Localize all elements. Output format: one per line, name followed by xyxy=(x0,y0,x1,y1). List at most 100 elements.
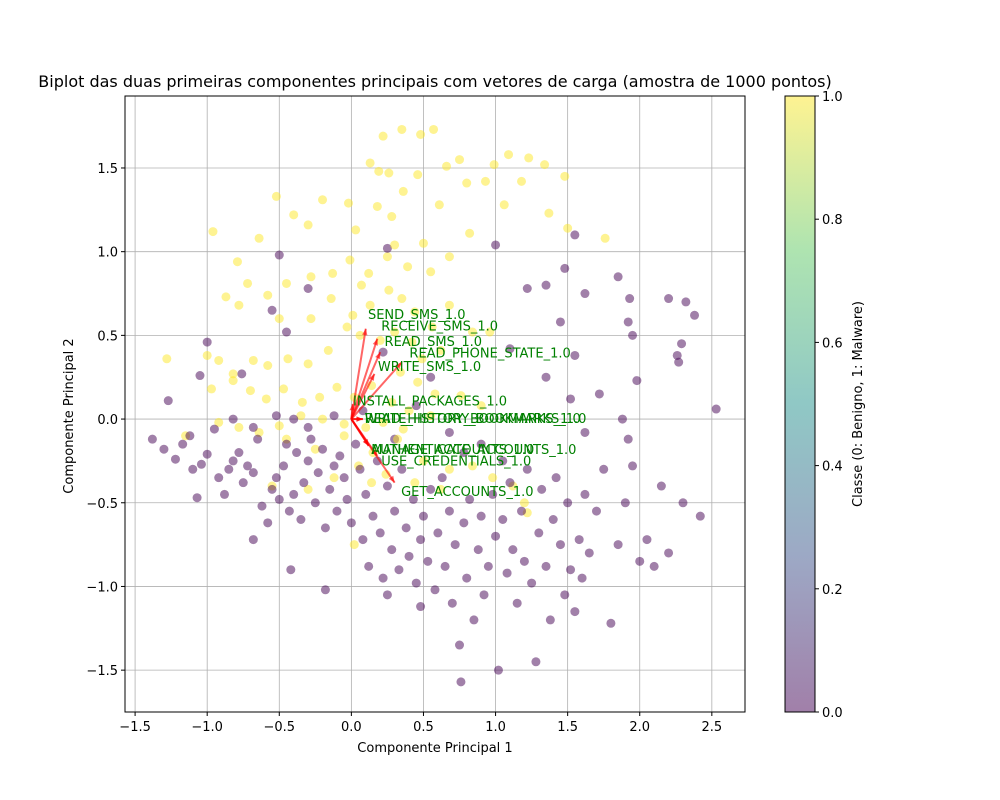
benign-point xyxy=(355,464,365,474)
benign-point xyxy=(267,484,277,494)
benign-point xyxy=(238,478,248,488)
x-axis-label: Componente Principal 1 xyxy=(357,741,512,756)
benign-point xyxy=(508,545,518,555)
malware-point xyxy=(365,158,375,168)
benign-point xyxy=(329,461,339,471)
malware-point xyxy=(426,267,436,277)
colorbar-gradient xyxy=(785,96,815,712)
benign-point xyxy=(664,294,674,304)
malware-point xyxy=(221,292,231,302)
benign-point xyxy=(411,578,421,588)
benign-point xyxy=(248,535,258,545)
benign-point xyxy=(591,506,601,516)
benign-point xyxy=(711,404,721,414)
benign-point xyxy=(378,347,388,357)
loading-vector-arrowhead xyxy=(362,328,368,336)
benign-point xyxy=(196,459,206,469)
malware-point xyxy=(372,201,382,211)
benign-point xyxy=(548,515,558,524)
benign-point xyxy=(580,289,590,299)
malware-point xyxy=(390,240,400,250)
malware-point xyxy=(384,285,394,295)
malware-point xyxy=(356,280,366,290)
benign-point xyxy=(372,456,382,466)
benign-point xyxy=(531,657,541,667)
malware-point xyxy=(378,417,388,427)
malware-point xyxy=(296,411,306,421)
malware-point xyxy=(427,322,437,332)
benign-point xyxy=(339,473,349,483)
malware-point xyxy=(310,444,320,454)
malware-point xyxy=(418,456,428,466)
loading-vector-arrowhead xyxy=(369,373,375,381)
benign-point xyxy=(483,561,493,571)
benign-point xyxy=(563,498,573,508)
benign-point xyxy=(335,451,345,461)
malware-point xyxy=(318,414,328,424)
benign-point xyxy=(253,434,263,444)
malware-point xyxy=(274,314,284,324)
benign-point xyxy=(505,344,515,354)
benign-point xyxy=(613,540,623,550)
benign-point xyxy=(599,464,609,474)
benign-point xyxy=(642,535,652,545)
benign-point xyxy=(541,280,551,290)
benign-point xyxy=(237,369,247,379)
benign-point xyxy=(364,561,374,571)
malware-point xyxy=(214,355,224,365)
loading-label: READ_PHONE_STATE_1.0 xyxy=(409,347,570,362)
benign-point xyxy=(541,372,551,382)
benign-point xyxy=(594,389,604,399)
benign-point xyxy=(566,394,576,404)
benign-point xyxy=(284,506,294,516)
malware-point xyxy=(397,294,407,304)
malware-point xyxy=(323,345,333,355)
benign-point xyxy=(469,615,479,625)
benign-point xyxy=(455,640,465,650)
benign-point xyxy=(613,272,623,282)
benign-point xyxy=(580,489,590,499)
malware-point xyxy=(378,131,388,141)
loading-label: AUTHENTICATE_ACCOUNTS_1.0 xyxy=(371,443,576,458)
benign-point xyxy=(570,350,580,360)
malware-point xyxy=(329,473,339,483)
benign-point xyxy=(635,556,645,566)
malware-point xyxy=(303,359,313,369)
benign-point xyxy=(296,515,306,524)
benign-point xyxy=(279,461,289,471)
x-tick-label: 0.0 xyxy=(341,720,362,735)
benign-point xyxy=(433,528,443,538)
malware-point xyxy=(600,233,610,243)
y-tick-label: −0.5 xyxy=(86,497,118,512)
malware-point xyxy=(429,124,439,134)
x-tick-label: −0.5 xyxy=(263,720,295,735)
malware-point xyxy=(382,252,392,262)
malware-point xyxy=(390,327,400,337)
benign-point xyxy=(465,494,475,504)
benign-point xyxy=(271,411,281,421)
benign-point xyxy=(214,473,224,483)
benign-point xyxy=(493,665,503,675)
benign-point xyxy=(185,431,195,441)
benign-point xyxy=(498,515,508,524)
benign-point xyxy=(303,456,313,466)
plot-frame xyxy=(124,95,746,713)
benign-point xyxy=(274,494,284,504)
benign-point xyxy=(318,444,328,454)
loading-label: MANAGE_ACCOUNTS_1.0 xyxy=(371,443,534,458)
loading-vector xyxy=(350,418,396,484)
malware-point xyxy=(540,160,550,170)
loading-label: WRITE_HISTORY_BOOKMARKS_1.0 xyxy=(365,412,587,427)
benign-point xyxy=(649,561,659,571)
benign-point xyxy=(320,523,330,533)
benign-point xyxy=(358,535,368,545)
benign-point xyxy=(527,578,537,588)
benign-point xyxy=(664,548,674,558)
loading-vector-arrowhead xyxy=(395,362,402,369)
malware-point xyxy=(283,354,293,364)
malware-point xyxy=(499,200,509,210)
benign-point xyxy=(677,339,687,349)
benign-point xyxy=(289,489,299,499)
malware-point xyxy=(274,421,284,431)
malware-point xyxy=(375,335,385,345)
